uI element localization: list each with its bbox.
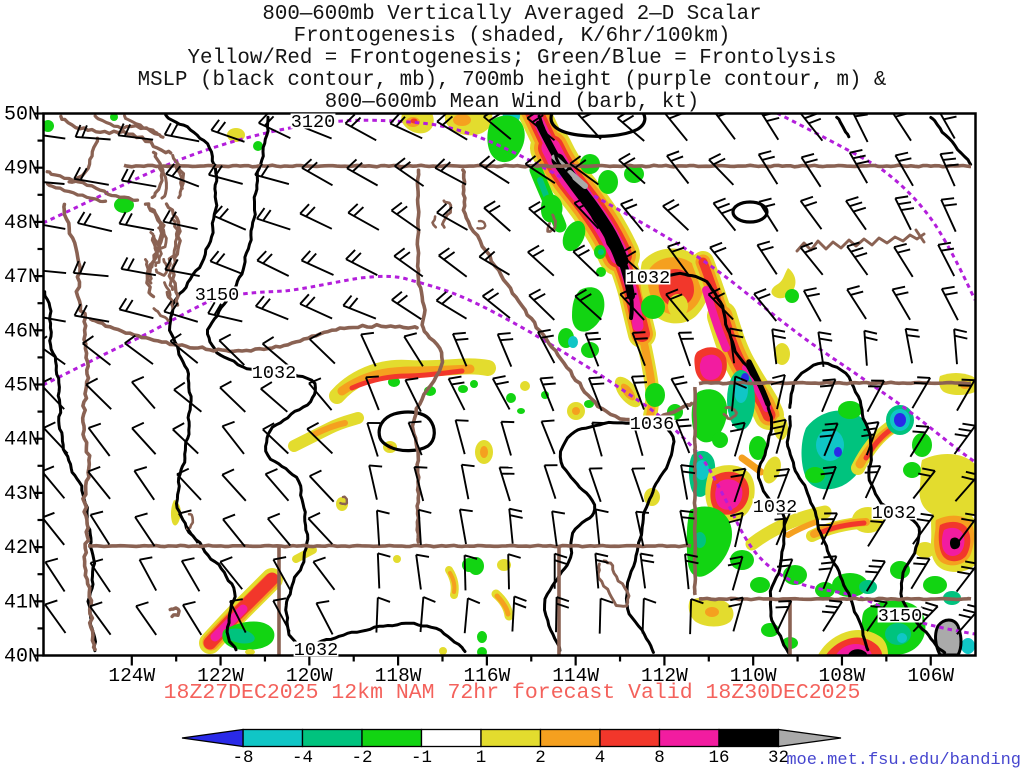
svg-text:1032: 1032 xyxy=(753,497,797,518)
svg-text:48N: 48N xyxy=(4,212,40,235)
svg-text:-1: -1 xyxy=(411,748,432,768)
svg-text:112W: 112W xyxy=(641,665,688,687)
svg-text:18Z27DEC2025 12km NAM 72hr for: 18Z27DEC2025 12km NAM 72hr forecast Vali… xyxy=(164,681,861,705)
svg-text:44N: 44N xyxy=(4,429,40,452)
svg-text:1032: 1032 xyxy=(252,363,296,384)
svg-text:118W: 118W xyxy=(375,665,422,687)
svg-text:120W: 120W xyxy=(286,665,333,687)
svg-text:50N: 50N xyxy=(4,104,40,127)
svg-text:114W: 114W xyxy=(552,665,599,687)
svg-text:-4: -4 xyxy=(292,748,313,768)
svg-text:3150: 3150 xyxy=(195,285,239,306)
svg-text:47N: 47N xyxy=(4,266,40,289)
svg-text:1036: 1036 xyxy=(630,414,674,435)
svg-text:116W: 116W xyxy=(463,665,510,687)
svg-text:Yellow/Red = Frontogenesis; G: Yellow/Red = Frontogenesis; Green/Blue =… xyxy=(188,47,837,70)
svg-text:49N: 49N xyxy=(4,158,40,181)
svg-text:42N: 42N xyxy=(4,537,40,560)
svg-text:40N: 40N xyxy=(4,646,40,669)
svg-text:MSLP (black contour, mb), 700m: MSLP (black contour, mb), 700mb height (… xyxy=(138,69,887,92)
svg-text:-8: -8 xyxy=(232,748,253,768)
svg-text:3150: 3150 xyxy=(878,606,922,627)
svg-text:3120: 3120 xyxy=(291,112,335,133)
svg-text:108W: 108W xyxy=(819,665,866,687)
svg-text:-2: -2 xyxy=(351,748,372,768)
svg-text:800—600mb Vertically Averaged: 800—600mb Vertically Averaged 2—D Scalar xyxy=(262,3,761,26)
svg-text:45N: 45N xyxy=(4,375,40,398)
svg-text:1: 1 xyxy=(476,748,487,768)
svg-text:124W: 124W xyxy=(108,665,155,687)
svg-text:41N: 41N xyxy=(4,591,40,614)
svg-text:moe.met.fsu.edu/banding: moe.met.fsu.edu/banding xyxy=(786,751,1021,768)
svg-text:2: 2 xyxy=(535,748,546,768)
svg-text:4: 4 xyxy=(595,748,606,768)
svg-text:46N: 46N xyxy=(4,320,40,343)
svg-text:43N: 43N xyxy=(4,483,40,506)
svg-text:110W: 110W xyxy=(730,665,777,687)
svg-text:16: 16 xyxy=(708,748,729,768)
svg-text:Frontogenesis (shaded, K/6hr/1: Frontogenesis (shaded, K/6hr/100km) xyxy=(294,25,731,48)
svg-text:32: 32 xyxy=(768,748,789,768)
svg-text:8: 8 xyxy=(654,748,665,768)
svg-text:122W: 122W xyxy=(197,665,244,687)
svg-text:1032: 1032 xyxy=(872,503,916,524)
svg-text:1032: 1032 xyxy=(294,640,338,661)
svg-text:1032: 1032 xyxy=(626,268,670,289)
svg-text:106W: 106W xyxy=(907,665,954,687)
svg-text:800—600mb Mean Wind (barb, kt): 800—600mb Mean Wind (barb, kt) xyxy=(325,91,699,114)
